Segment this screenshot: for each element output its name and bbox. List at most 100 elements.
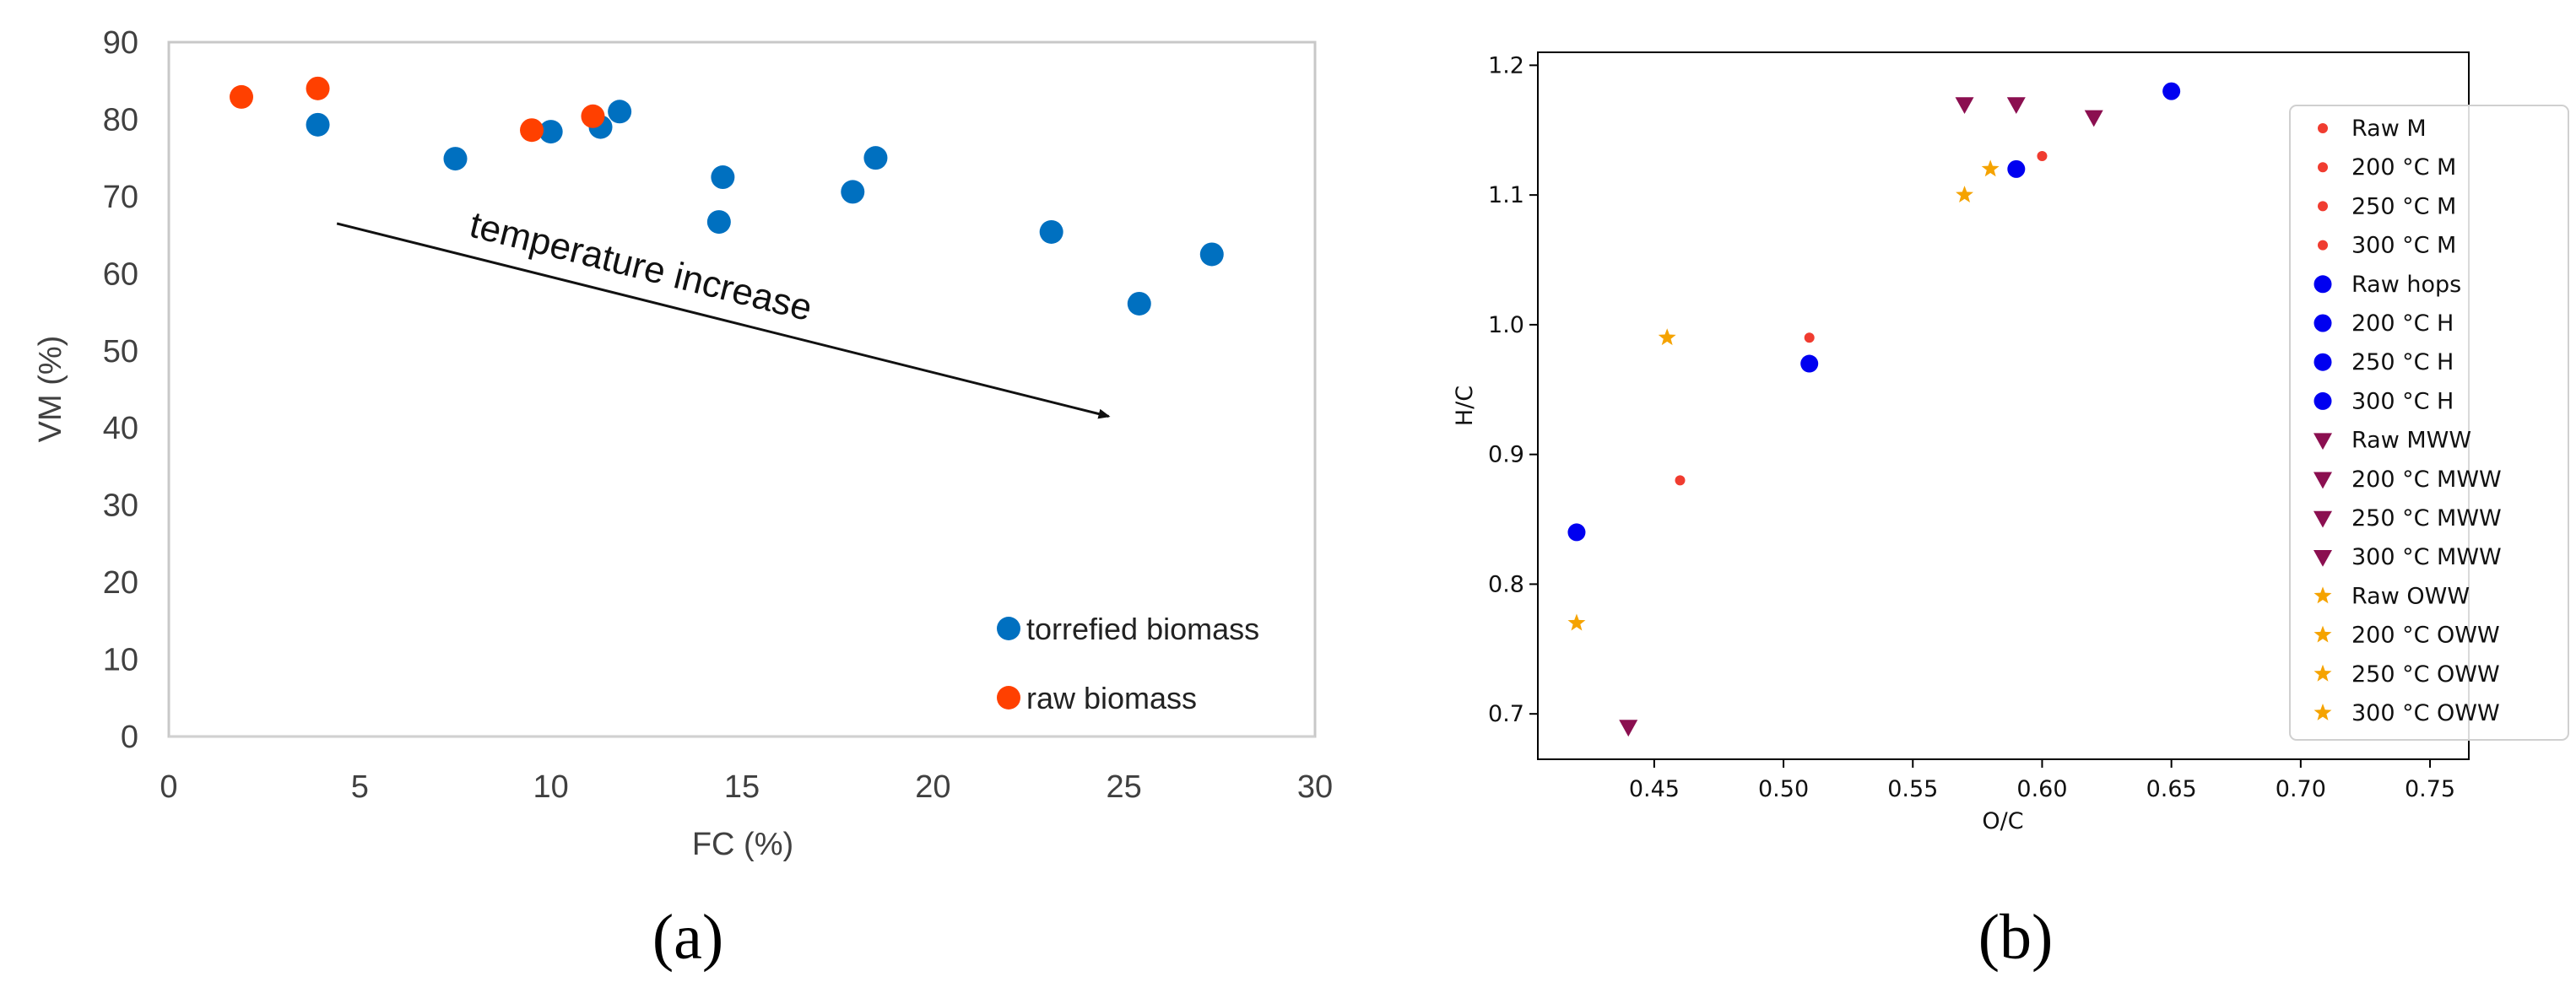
legend-label-200-c-mww: 200 °C MWW xyxy=(2351,467,2502,493)
point-300-c-oww xyxy=(1981,159,2000,177)
legend-label-300-c-m: 300 °C M xyxy=(2351,233,2456,259)
legend-marker-raw-hops xyxy=(2314,275,2332,294)
point-raw-m xyxy=(1675,475,1686,486)
panel-label-b: (b) xyxy=(1978,902,2054,973)
chart-b-y-tick-label: 1.0 xyxy=(1488,312,1524,338)
chart-a-y-tick-label: 30 xyxy=(103,488,138,524)
chart-a-y-tick-label: 50 xyxy=(103,334,138,370)
point-torrefied-biomass xyxy=(306,112,330,137)
chart-a-x-tick-label: 20 xyxy=(915,769,950,805)
legend-label-raw-oww: Raw OWW xyxy=(2351,583,2470,609)
legend-marker-250-c-m xyxy=(2318,201,2328,212)
chart-b-x-tick-label: 0.60 xyxy=(2016,776,2067,802)
legend-marker-raw xyxy=(997,686,1020,710)
chart-b-x-tick-label: 0.50 xyxy=(1758,776,1809,802)
legend-label-torrefied: torrefied biomass xyxy=(1026,612,1259,646)
legend-label-raw-hops: Raw hops xyxy=(2351,272,2461,298)
chart-a-x-tick-label: 25 xyxy=(1107,769,1142,805)
legend-label-raw: raw biomass xyxy=(1026,681,1197,715)
legend-label-raw-m: Raw M xyxy=(2351,116,2427,142)
legend-marker-raw-m xyxy=(2318,123,2328,133)
legend-marker-250-c-mww xyxy=(2314,510,2332,528)
chart-a-x-tick-label: 0 xyxy=(160,769,177,805)
legend-label-300-c-mww: 300 °C MWW xyxy=(2351,544,2502,570)
point-200-c-oww xyxy=(1658,328,1676,346)
point-torrefied-biomass xyxy=(706,210,731,235)
chart-a-y-tick-label: 0 xyxy=(121,720,138,755)
legend-marker-200-c-h xyxy=(2314,314,2332,332)
chart-a-y-tick-label: 40 xyxy=(103,411,138,446)
chart-a-x-tick-label: 10 xyxy=(533,769,569,805)
legend-marker-250-c-h xyxy=(2314,353,2332,371)
chart-a-x-tick-label: 30 xyxy=(1297,769,1333,805)
point-torrefied-biomass xyxy=(1199,242,1224,267)
legend-marker-250-c-oww xyxy=(2314,664,2332,682)
chart-b-x-tick-label: 0.55 xyxy=(1887,776,1938,802)
temperature-arrow xyxy=(336,222,1111,419)
point-raw-biomass xyxy=(230,84,254,109)
legend-marker-torrefied xyxy=(997,617,1020,640)
point-250-c-h xyxy=(2007,159,2026,178)
chart-b-y-axis-label: H/C xyxy=(1452,386,1478,426)
chart-b-x-axis-label: O/C xyxy=(1982,808,2023,834)
point-250-c-mww xyxy=(2006,97,2026,115)
legend-marker-raw-oww xyxy=(2314,586,2332,604)
point-200-c-mww xyxy=(1955,97,1974,115)
chart-a-x-tick-label: 15 xyxy=(724,769,760,805)
chart-a-annotation: temperature increase xyxy=(466,204,816,329)
chart-b-y-tick-label: 1.1 xyxy=(1488,182,1524,208)
legend-label-200-c-oww: 200 °C OWW xyxy=(2351,623,2500,649)
legend-marker-raw-mww xyxy=(2314,433,2332,451)
point-torrefied-biomass xyxy=(608,100,632,124)
legend-label-250-c-oww: 250 °C OWW xyxy=(2351,661,2500,688)
legend-label-300-c-oww: 300 °C OWW xyxy=(2351,700,2500,726)
chart-b-y-tick-label: 1.2 xyxy=(1488,52,1524,78)
chart-a-y-tick-label: 90 xyxy=(103,25,138,61)
legend-label-200-c-m: 200 °C M xyxy=(2351,154,2456,181)
chart-a-y-tick-label: 10 xyxy=(103,643,138,678)
legend-label-250-c-h: 250 °C H xyxy=(2351,349,2454,375)
chart-a-x-axis-label: FC (%) xyxy=(692,827,793,862)
point-torrefied-biomass xyxy=(538,120,563,144)
legend-label-250-c-mww: 250 °C MWW xyxy=(2351,505,2502,531)
chart-b-legend-box xyxy=(2289,105,2569,741)
point-torrefied-biomass xyxy=(841,180,865,204)
chart-a-y-tick-label: 70 xyxy=(103,180,138,215)
legend-marker-300-c-m xyxy=(2318,240,2328,251)
legend-marker-300-c-oww xyxy=(2314,704,2332,720)
point-300-c-h xyxy=(2162,82,2181,100)
chart-a-y-tick-label: 80 xyxy=(103,102,138,138)
point-raw-hops xyxy=(1567,523,1586,542)
point-torrefied-biomass xyxy=(1039,219,1063,244)
chart-b-y-tick-label: 0.7 xyxy=(1488,701,1524,727)
legend-marker-300-c-h xyxy=(2314,391,2332,410)
legend-marker-300-c-mww xyxy=(2314,549,2332,567)
chart-a-legend: torrefied biomass raw biomass xyxy=(997,612,1259,715)
chart-b-y-tick-label: 0.9 xyxy=(1488,442,1524,468)
point-torrefied-biomass xyxy=(711,165,735,190)
chart-b-x-tick-label: 0.70 xyxy=(2276,776,2326,802)
chart-b-legend: Raw M 200 °C M 250 °C M 300 °C M Raw hops 200… xyxy=(2289,105,2569,741)
chart-b-x-tick-label: 0.45 xyxy=(1629,776,1680,802)
legend-label-250-c-m: 250 °C M xyxy=(2351,193,2456,219)
chart-a-x-tick-label: 5 xyxy=(351,769,369,805)
legend-label-300-c-h: 300 °C H xyxy=(2351,388,2454,414)
legend-label-200-c-h: 200 °C H xyxy=(2351,310,2454,337)
chart-b-x-tick-label: 0.75 xyxy=(2405,776,2455,802)
legend-marker-200-c-m xyxy=(2318,162,2328,173)
point-raw-oww xyxy=(1567,613,1586,631)
point-raw-biomass xyxy=(581,104,605,128)
chart-b-x-tick-label: 0.65 xyxy=(2146,776,2197,802)
legend-label-raw-mww: Raw MWW xyxy=(2351,428,2471,454)
point-torrefied-biomass xyxy=(1127,291,1151,316)
legend-marker-200-c-mww xyxy=(2314,472,2332,489)
chart-b: 0.7 0.8 0.9 1.0 1.1 1.2 0.45 0.50 0.55 0.60 0.65 0… xyxy=(1452,51,2569,973)
point-raw-mww xyxy=(1619,720,1638,737)
legend-marker-200-c-oww xyxy=(2314,625,2332,643)
chart-a-y-tick-label: 20 xyxy=(103,565,138,601)
chart-b-y-tick-label: 0.8 xyxy=(1488,571,1524,597)
point-raw-biomass xyxy=(306,76,330,100)
chart-a-y-tick-label: 60 xyxy=(103,256,138,292)
